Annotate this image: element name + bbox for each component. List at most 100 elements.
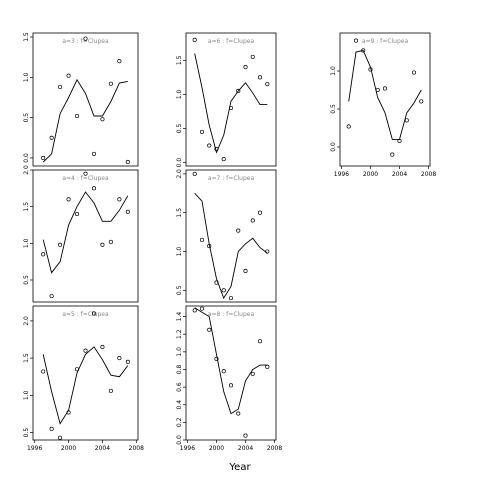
observed-point <box>207 327 212 332</box>
observed-point <box>100 344 105 349</box>
fitted-line <box>194 192 268 300</box>
y-tick-label: 2.0 <box>176 169 183 179</box>
fitted-line <box>42 78 128 163</box>
panel-frame <box>185 32 277 167</box>
observed-point <box>41 369 46 374</box>
fitted-line <box>194 307 268 415</box>
observed-point <box>74 211 80 217</box>
y-tick-label: 0.0 <box>330 142 337 152</box>
observed-point <box>192 37 197 42</box>
x-tick-label: 2004 <box>95 445 110 452</box>
observed-point <box>49 135 54 140</box>
x-tick-label: 2004 <box>238 445 253 452</box>
observed-point <box>214 146 219 151</box>
y-tick-label: 1.0 <box>23 390 30 400</box>
panel-title: a=3 : f=Clupea <box>62 38 109 45</box>
y-tick-label: 0.0 <box>176 435 183 445</box>
y-tick-label: 1.2 <box>176 329 183 339</box>
observed-point <box>108 239 113 244</box>
y-tick-label: 2.0 <box>23 316 30 326</box>
observed-point <box>199 306 205 311</box>
y-tick-label: 2.0 <box>23 165 30 175</box>
observed-point <box>419 99 424 104</box>
observed-point <box>49 294 54 299</box>
observed-point <box>108 81 113 86</box>
observed-point <box>91 311 97 316</box>
observed-point <box>250 371 255 376</box>
y-tick-label: 1.5 <box>23 202 30 212</box>
observed-point <box>117 356 122 361</box>
observed-point <box>236 228 241 233</box>
observed-point <box>346 124 351 129</box>
x-tick-label: 2008 <box>421 171 436 178</box>
panel-1: a=3 : f=Clupea 0.0 0.5 1.0 1.5 <box>23 32 139 167</box>
x-tick-label: 1996 <box>27 445 42 452</box>
y-tick-label: 0.8 <box>176 365 183 375</box>
observed-point <box>125 159 130 165</box>
y-tick-label: 1.0 <box>23 238 30 248</box>
observed-point <box>243 268 248 273</box>
observed-point <box>228 383 234 388</box>
panel-title: a=7 : f=Clupea <box>208 175 255 182</box>
panel-5: a=7 : f=Clupea 0.5 1.0 1.5 2.0 <box>176 169 277 303</box>
panel-title: a=6 : f=Clupea <box>208 38 255 45</box>
observed-point <box>117 197 122 202</box>
observed-point <box>214 280 219 285</box>
observed-point <box>83 171 88 176</box>
observed-point <box>207 244 212 249</box>
observed-point <box>361 48 366 53</box>
observed-point <box>83 348 88 353</box>
observed-point <box>404 118 409 123</box>
observed-point <box>66 73 71 78</box>
observed-point <box>74 113 80 119</box>
observed-point <box>228 296 234 301</box>
y-tick-label: 0.5 <box>176 285 183 295</box>
observed-point <box>58 84 63 90</box>
fitted-line <box>348 49 422 140</box>
observed-point <box>250 54 255 59</box>
panel-4: a=6 : f=Clupea 0.0 0.5 1.0 1.5 <box>176 32 277 168</box>
y-tick-label: 0.6 <box>176 382 183 392</box>
y-tick-label: 0.2 <box>176 417 183 427</box>
observed-point <box>243 433 248 438</box>
observed-point <box>117 59 122 64</box>
x-tick-label: 2008 <box>267 445 282 452</box>
observed-point <box>221 157 226 162</box>
x-tick-label: 1996 <box>334 171 349 178</box>
y-tick-label: 1.0 <box>330 66 337 76</box>
observed-point <box>221 369 226 374</box>
x-tick-label: 2008 <box>129 445 144 452</box>
observed-point <box>397 138 402 143</box>
x-tick-label: 2004 <box>392 171 407 178</box>
observed-point <box>411 70 417 75</box>
observed-point <box>125 209 130 214</box>
observed-point <box>221 288 226 293</box>
fitted-line <box>42 346 129 425</box>
observed-point <box>100 242 105 247</box>
observed-point <box>41 252 46 257</box>
observed-point <box>58 435 63 440</box>
y-tick-label: 1.5 <box>176 208 183 218</box>
observed-point <box>228 105 234 111</box>
y-tick-label: 0.5 <box>23 113 30 123</box>
y-tick-label: 0.5 <box>176 124 183 134</box>
observed-point <box>257 339 263 344</box>
panel-frame <box>185 305 277 441</box>
y-tick-label: 0.4 <box>176 400 183 410</box>
y-tick-label: 0.0 <box>176 158 183 168</box>
observed-point <box>265 249 270 254</box>
panel-frame <box>32 169 139 303</box>
panel-title: a=4 : f=Clupea <box>62 175 109 182</box>
observed-point <box>257 210 263 215</box>
panel-frame <box>339 32 431 167</box>
panel-7: a=9 : f=Clupea 0.0 0.5 1.0 1996 2000 2004 2008 <box>330 32 436 178</box>
observed-point <box>265 82 270 87</box>
panel-2: a=4 : f=Clupea 0.5 1.0 1.5 2.0 <box>23 165 139 303</box>
observed-point <box>390 152 395 157</box>
observed-point <box>108 388 113 393</box>
panel-6: a=8 : f=Clupea 0.0 0.2 0.4 0.6 0.8 1.0 1.2 1.4 19… <box>176 305 282 452</box>
panel-frame <box>185 169 277 303</box>
observed-point <box>58 242 63 247</box>
y-tick-label: 0.5 <box>330 104 337 114</box>
